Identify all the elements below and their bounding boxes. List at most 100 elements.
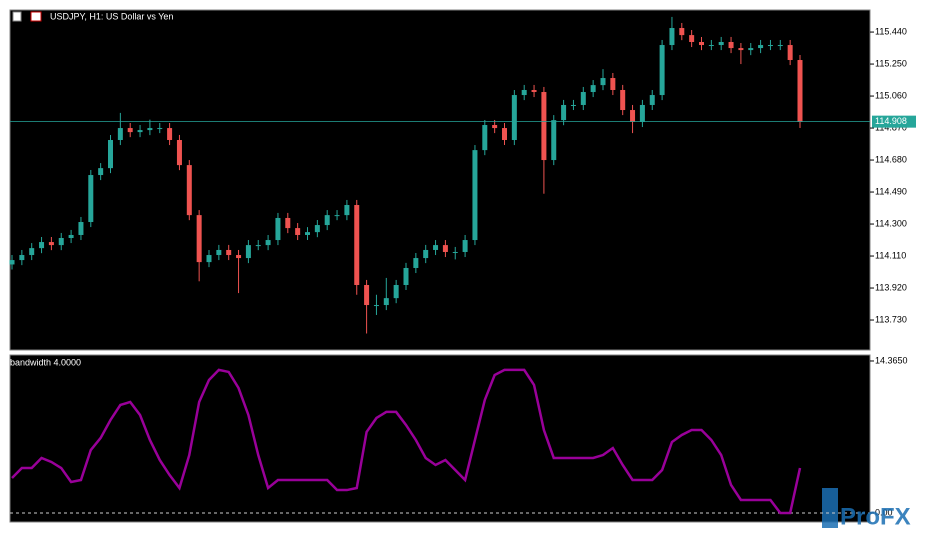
- candle-body: [196, 215, 202, 263]
- candle-body: [551, 120, 557, 161]
- candle-body: [413, 258, 419, 268]
- y-tick-label: 113.920: [875, 282, 907, 292]
- current-price-label: 114.908: [875, 116, 907, 126]
- candle-body: [492, 125, 498, 129]
- indicator-line: [11, 368, 802, 515]
- candle-body: [206, 255, 212, 263]
- candle-body: [639, 104, 645, 122]
- candle-body: [699, 41, 704, 46]
- icon: [30, 11, 42, 22]
- candle-body: [669, 28, 675, 46]
- candle-body: [502, 128, 507, 141]
- candle-body: [9, 260, 15, 265]
- y-tick-label: 115.250: [875, 58, 907, 68]
- candle-body: [767, 45, 773, 47]
- candle-body: [373, 305, 379, 307]
- y-tick-label: 115.060: [875, 90, 907, 100]
- candle-body: [108, 140, 113, 169]
- candle-body: [157, 128, 163, 130]
- current-price-tag: [872, 115, 916, 128]
- candle-body: [620, 89, 626, 111]
- candle-body: [255, 245, 261, 247]
- candle-body: [98, 168, 104, 176]
- candle-body: [334, 215, 340, 217]
- candle-body: [561, 104, 567, 121]
- candle-body: [48, 242, 54, 246]
- candle-body: [393, 284, 399, 299]
- candle-body: [275, 217, 281, 241]
- indicator-title: bandwidth 4.0000: [10, 357, 81, 367]
- candle-body: [590, 85, 596, 93]
- candle-body: [88, 175, 94, 223]
- candle-body: [403, 267, 409, 285]
- candle-body: [423, 249, 429, 259]
- candle-body: [354, 205, 360, 285]
- candle-body: [531, 89, 537, 93]
- icon: [12, 11, 22, 22]
- candle-body: [630, 110, 636, 122]
- candle-body: [482, 125, 488, 151]
- candle-body: [167, 128, 173, 141]
- candle-body: [236, 255, 242, 259]
- candle-body: [521, 89, 527, 96]
- y-tick-label: 113.730: [875, 314, 907, 324]
- candle-body: [216, 249, 222, 256]
- y-tick-label: 114.490: [875, 186, 907, 196]
- candle-body: [610, 78, 616, 90]
- chart-title: USDJPY, H1: US Dollar vs Yen: [50, 11, 173, 21]
- candle-body: [462, 240, 468, 252]
- candle-body: [679, 28, 685, 36]
- price-panel: [9, 9, 871, 351]
- y-tick-label: 114.300: [875, 218, 907, 228]
- candle-body: [748, 48, 754, 51]
- candle-body: [787, 45, 793, 61]
- candle-body: [68, 234, 74, 239]
- y-tick-label: 14.3650: [875, 355, 908, 365]
- candle-body: [452, 251, 458, 253]
- candle-body: [433, 245, 439, 250]
- candle-body: [580, 92, 586, 105]
- indicator-panel: [9, 354, 871, 523]
- candle-body: [324, 215, 330, 226]
- candle-body: [758, 45, 764, 49]
- candle-body: [78, 222, 84, 235]
- candle-body: [344, 205, 350, 216]
- candle-body: [659, 45, 665, 96]
- candle-body: [541, 92, 547, 161]
- candle-body: [295, 228, 301, 235]
- candle-body: [472, 150, 478, 241]
- candle-body: [570, 104, 576, 106]
- candle-body: [649, 95, 655, 105]
- logo-mark: [822, 488, 838, 528]
- candle-body: [245, 245, 251, 259]
- candle-body: [708, 45, 714, 47]
- candle-body: [718, 41, 724, 46]
- candle-body: [226, 249, 232, 256]
- candle-body: [265, 240, 271, 246]
- candle-body: [19, 255, 25, 261]
- candle-body: [39, 242, 45, 249]
- candle-body: [127, 128, 133, 133]
- candle-body: [728, 41, 734, 49]
- candle-body: [117, 128, 123, 141]
- candle-body: [442, 245, 448, 252]
- y-tick-label: 0.00: [875, 507, 893, 517]
- candle-body: [305, 232, 310, 235]
- y-tick-label: 114.680: [875, 154, 907, 164]
- candle-body: [383, 298, 389, 306]
- candle-body: [738, 48, 744, 51]
- candle-body: [314, 225, 320, 233]
- candle-body: [58, 238, 64, 246]
- candle-body: [600, 78, 606, 86]
- candle-body: [689, 35, 695, 42]
- candle-body: [29, 248, 35, 256]
- candle-body: [176, 140, 182, 166]
- y-tick-label: 114.110: [875, 250, 906, 260]
- candle-body: [797, 60, 803, 122]
- candle-body: [186, 165, 192, 216]
- y-tick-label: 115.440: [875, 26, 907, 36]
- watermark: ProFX: [840, 503, 911, 530]
- candle-body: [777, 45, 783, 47]
